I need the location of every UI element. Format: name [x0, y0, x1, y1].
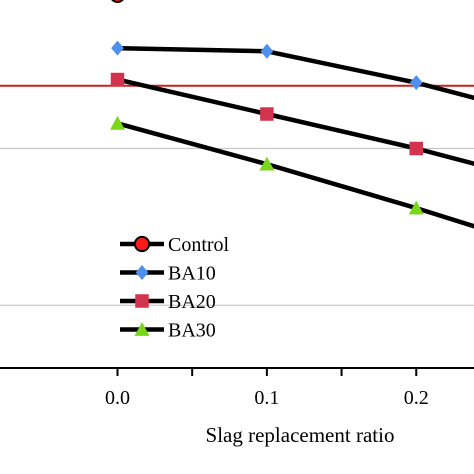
data-point-ba30: [408, 200, 424, 215]
data-point-ba30: [110, 115, 125, 130]
x-tick-label: 0.1: [254, 387, 279, 409]
x-axis-label: Slag replacement ratio: [206, 423, 395, 447]
data-point-control: [111, 0, 124, 3]
legend-marker-ba20: [135, 294, 149, 308]
x-tick-label: 0.2: [404, 387, 429, 409]
legend: Control BA10 BA20 BA30: [120, 234, 230, 342]
axes: [0, 367, 474, 376]
legend-marker-ba30: [134, 322, 150, 336]
x-tick-labels: 0.0 0.1 0.2: [105, 387, 429, 409]
legend-label-ba10: BA10: [168, 263, 216, 285]
data-point-ba20: [260, 107, 274, 121]
data-point-ba10: [409, 75, 423, 91]
x-tick-label: 0.0: [105, 387, 130, 409]
data-point-ba20: [409, 141, 423, 156]
series-line-ba10: [117, 45, 474, 101]
gridlines: [0, 84, 474, 306]
legend-label-ba20: BA20: [168, 291, 216, 313]
series-line-ba30: [116, 121, 474, 229]
series-lines: [110, 0, 474, 229]
series-line-ba20: [116, 77, 474, 167]
legend-marker-control: [133, 235, 151, 253]
data-point-ba20: [110, 72, 125, 87]
legend-marker-ba10: [135, 265, 149, 280]
data-point-ba10: [260, 43, 274, 59]
data-point-ba10: [111, 40, 124, 56]
data-point-ba30: [259, 156, 275, 171]
legend-label-ba30: BA30: [168, 320, 216, 342]
legend-label-control: Control: [168, 234, 230, 256]
